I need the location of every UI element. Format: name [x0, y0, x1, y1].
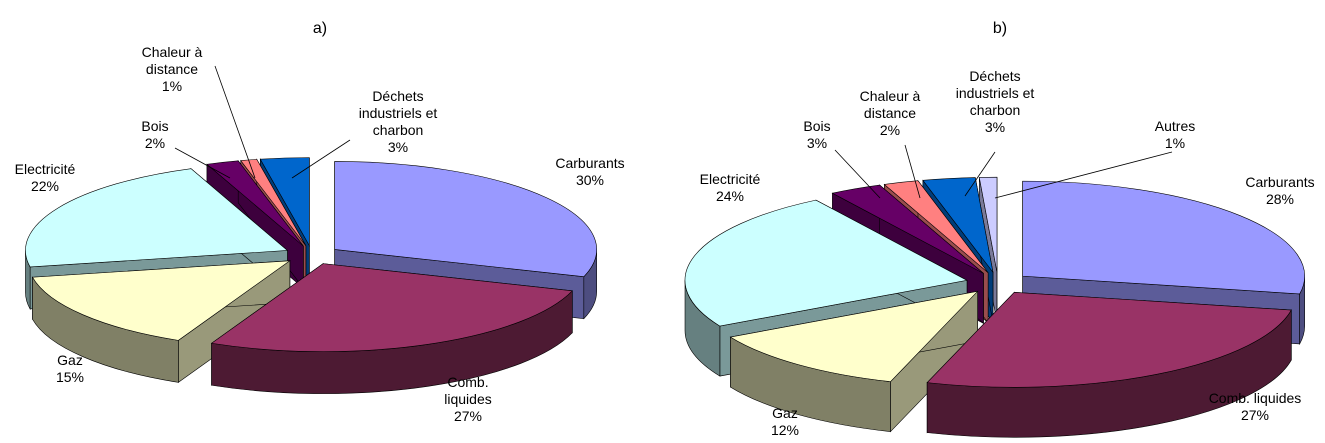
- chart-title: a): [312, 20, 328, 37]
- category-name: Bois: [141, 118, 169, 134]
- value-label: 30%: [575, 172, 605, 188]
- value-label: 22%: [30, 178, 60, 194]
- value-label: 3%: [984, 119, 1006, 135]
- slice-label: Déchets industriels et charbon 3%: [940, 68, 1050, 136]
- category-name: Chaleur à distance: [859, 88, 921, 121]
- category-name: Bois: [803, 118, 831, 134]
- value-label: 27%: [1240, 407, 1270, 423]
- value-label: 2%: [879, 122, 901, 138]
- category-name: Déchets industriels et charbon: [358, 88, 438, 138]
- leader-line: [214, 65, 256, 179]
- category-name: Gaz: [772, 405, 798, 421]
- slice: [210, 263, 573, 352]
- slice: [883, 180, 989, 273]
- value-label: 15%: [55, 369, 85, 385]
- leader-line: [964, 151, 996, 197]
- slice-label: Bois 2%: [125, 118, 185, 152]
- category-name: Comb. liquides: [1208, 390, 1302, 406]
- slice-label: Autres 1%: [1145, 118, 1205, 152]
- slice: [729, 290, 979, 382]
- slice-label: Comb. liquides 27%: [423, 374, 513, 425]
- category-name: Electricité: [14, 161, 76, 177]
- slice-label: Bois 3%: [787, 118, 847, 152]
- leader-line: [834, 149, 881, 199]
- value-label: 28%: [1265, 191, 1295, 207]
- slice: [32, 260, 291, 341]
- slice: [831, 184, 984, 274]
- slice-label: Comb. liquides 27%: [1180, 390, 1325, 424]
- slice-label: Electricité 24%: [685, 171, 775, 205]
- slice: [206, 160, 304, 247]
- slice: [926, 291, 1292, 388]
- category-name: Comb. liquides: [444, 374, 492, 407]
- slice-label: Gaz 15%: [40, 352, 100, 386]
- leader-line: [174, 147, 231, 179]
- slice: [684, 199, 968, 327]
- leader-line: [904, 144, 921, 199]
- value-label: 3%: [387, 139, 409, 155]
- value-label: 12%: [770, 422, 800, 438]
- slice-label: Chaleur à distance 1%: [135, 44, 210, 95]
- slice: [922, 177, 994, 273]
- slice: [259, 157, 310, 247]
- slice-label: Chaleur à distance 2%: [853, 88, 928, 139]
- value-label: 24%: [715, 188, 745, 204]
- category-name: Electricité: [699, 171, 761, 187]
- slice-label: Carburants 28%: [1225, 174, 1325, 208]
- value-label: 2%: [144, 135, 166, 151]
- value-label: 3%: [806, 135, 828, 151]
- value-label: 1%: [1164, 135, 1186, 151]
- category-name: Déchets industriels et charbon: [955, 68, 1035, 118]
- slice-label: Déchets industriels et charbon 3%: [343, 88, 453, 156]
- slice-label: Electricité 22%: [0, 161, 90, 195]
- value-label: 27%: [453, 408, 483, 424]
- slice: [25, 168, 289, 268]
- category-name: Carburants: [555, 155, 625, 171]
- slice: [334, 161, 597, 277]
- category-name: Gaz: [57, 352, 83, 368]
- category-name: Carburants: [1245, 174, 1315, 190]
- leader-line: [994, 151, 1173, 199]
- slice: [978, 176, 998, 273]
- slice-label: Gaz 12%: [755, 405, 815, 439]
- leader-line: [291, 139, 351, 179]
- slice: [1022, 180, 1305, 295]
- slice-label: Carburants 30%: [535, 155, 645, 189]
- category-name: Chaleur à distance: [141, 44, 203, 77]
- category-name: Autres: [1154, 118, 1196, 134]
- chart-title: b): [992, 20, 1008, 37]
- value-label: 1%: [161, 78, 183, 94]
